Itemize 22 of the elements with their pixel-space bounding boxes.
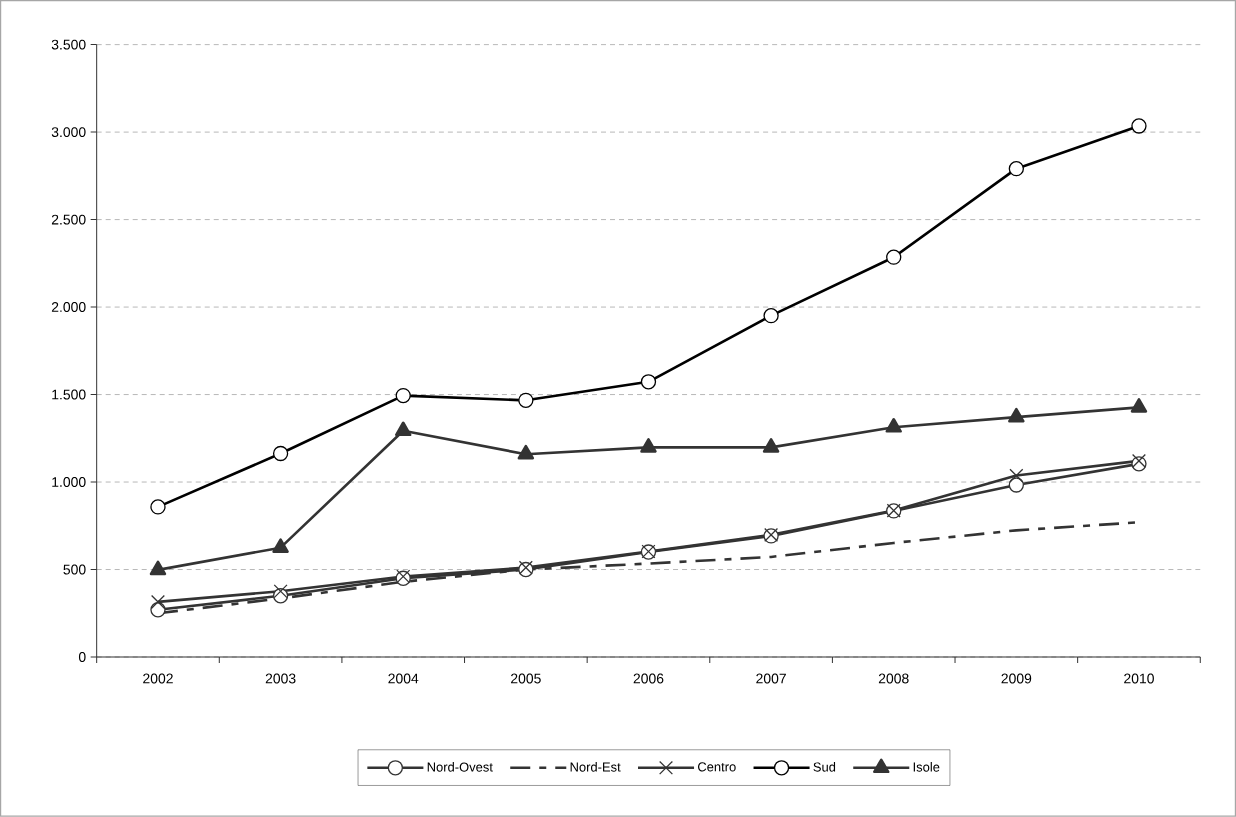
x-tick-label: 2005 [511, 673, 541, 684]
x-tick-label: 2009 [1001, 673, 1032, 684]
x-tick-label: 2007 [756, 673, 786, 684]
y-tick-label: 1.500 [52, 389, 86, 400]
y-tick-label: 2.000 [51, 302, 86, 313]
y-tick-label: 500 [63, 564, 86, 575]
legend-label: Isole [913, 762, 940, 772]
x-tick-label: 2002 [143, 673, 173, 684]
x-tick-label: 2008 [878, 673, 909, 684]
x-tick-label: 2004 [388, 673, 419, 684]
legend-label: Nord-Est [570, 762, 621, 772]
legend-label: Sud [813, 762, 836, 772]
y-tick-label: 1.000 [52, 477, 86, 488]
y-tick-label: 3.500 [51, 39, 86, 50]
legend-label: Centro [697, 762, 736, 772]
y-tick-label: 3.000 [51, 127, 86, 138]
x-tick-label: 2003 [265, 673, 296, 684]
legend-label: Nord-Ovest [427, 762, 493, 772]
y-tick-label: 2.500 [51, 214, 86, 225]
x-tick-label: 2010 [1124, 673, 1154, 684]
x-tick-label: 2006 [633, 673, 664, 684]
y-tick-label: 0 [78, 652, 86, 663]
